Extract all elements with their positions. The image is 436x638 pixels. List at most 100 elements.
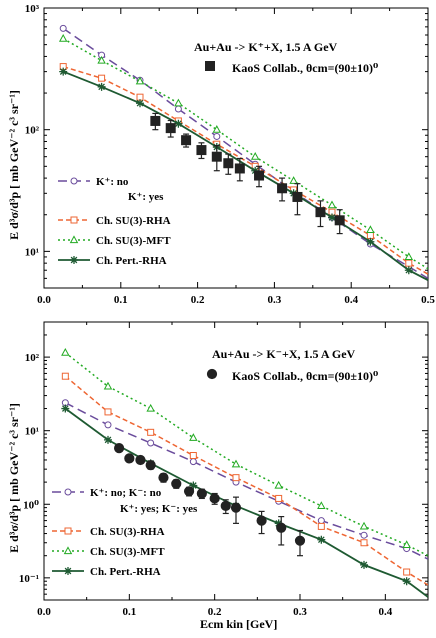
bottom-xlabel: Ecm kin [GeV] [200,617,277,631]
data-point [135,454,146,466]
data-point [181,135,192,146]
data-point [220,500,231,512]
series-point [189,481,198,490]
y-tick-label: 10² [25,125,40,137]
legend-entry: Ch. SU(3)-RHA [58,215,171,227]
series-line [64,352,428,557]
series-point [402,540,411,549]
top-legend-header: K⁺: yes [128,191,164,203]
series-point [104,435,112,444]
series-2 [61,372,428,586]
legend-marker [70,216,78,224]
data-point [292,191,303,202]
x-tick-label: 0.0 [37,294,51,306]
top-ylabel: E d³σ/d³p [ mb GeV⁻² c³ sr⁻¹] [7,90,21,240]
legend-entry: K⁺: no; K⁻: no [52,487,162,499]
series-point [404,252,414,261]
series-point [59,67,68,76]
data-point [315,207,326,218]
legend-label: Ch. Pert.-RHA [90,566,161,578]
series-point [174,98,183,107]
x-tick-label: 0.1 [122,606,136,618]
series-point [275,494,283,502]
data-point [277,183,288,194]
series-point [136,99,144,108]
legend-label: Ch. SU(3)-MFT [96,235,171,247]
data-point [171,478,182,489]
top-panel: Au+Au -> K⁺+X, 1.5 A GeV KaoS Collab., θ… [7,40,378,240]
data-point [211,151,222,162]
kaos-data [150,112,345,235]
series-3 [61,348,428,557]
y-tick-label: 10¹ [25,246,39,258]
legend-marker [64,488,72,496]
series-point [146,403,155,412]
series-point [274,480,283,489]
legend-marker [63,546,73,555]
x-tick-label: 0.4 [344,294,358,306]
legend-label: Ch. Pert.-RHA [96,255,167,267]
series-point [174,119,183,128]
data-point [334,215,345,226]
series-point [317,517,325,525]
series-point [366,225,375,234]
legend-entry: Ch. Pert.-RHA [52,566,161,578]
series-point [404,266,413,275]
legend-label: Ch. SU(3)-RHA [96,215,171,227]
data-point [276,522,287,533]
y-tick-label: 10¹ [25,426,39,438]
legend-label: K⁺: no; K⁻: no [90,487,162,499]
series-point [289,176,298,184]
series-point [103,381,113,390]
series-point [360,531,368,539]
legend-marker [70,177,78,185]
chart-panel-2: 0.0 0.1 0.2 0.3 0.4 10⁻¹ 10⁰ 10¹ 10² K⁺: no; K⁻: … [19,321,429,618]
series-point [213,132,221,140]
series-point [97,55,106,64]
data-point [254,170,265,181]
series-point [403,568,411,576]
series-point [61,372,69,380]
data-point [196,145,207,156]
series-point [147,428,155,436]
series-point [174,105,182,113]
series-4 [59,67,428,281]
legend-marker [69,235,79,244]
series-point [405,259,413,267]
series-point [402,577,411,586]
series-point [212,125,222,133]
series-point [98,74,106,82]
data-legend-marker [206,368,218,380]
series-point [317,522,325,530]
series-point [97,82,106,91]
legend-label: K⁺: no [96,176,129,188]
series-point [189,452,197,460]
series-point [61,404,70,413]
series-point [61,348,70,356]
series-point [147,439,155,447]
legend-label: Ch. SU(3)-RHA [90,526,165,538]
series-point [360,560,368,569]
series-point [328,213,336,222]
bottom-legend-header: K⁺: yes; K⁻: yes [120,503,198,515]
legend-marker [64,527,72,535]
top-data-label: KaoS Collab., θcm=(90±10)⁰ [232,61,378,75]
x-tick-label: 0.3 [268,294,282,306]
series-point [104,408,112,416]
data-point [145,460,156,471]
data-point [230,502,242,513]
legend-marker [64,567,72,575]
data-point [158,472,169,483]
top-annotation: Au+Au -> K⁺+X, 1.5 A GeV [194,40,338,54]
x-tick-label: 0.4 [378,606,392,618]
series-3 [58,34,428,270]
series-point [317,501,326,510]
data-point [183,486,195,497]
bottom-data-label: KaoS Collab., θcm=(90±10)⁰ [232,369,378,383]
data-legend-marker [205,61,215,71]
x-tick-label: 0.1 [114,294,128,306]
series-line [64,375,428,586]
series-line [64,407,428,598]
x-tick-label: 0.2 [191,294,205,306]
